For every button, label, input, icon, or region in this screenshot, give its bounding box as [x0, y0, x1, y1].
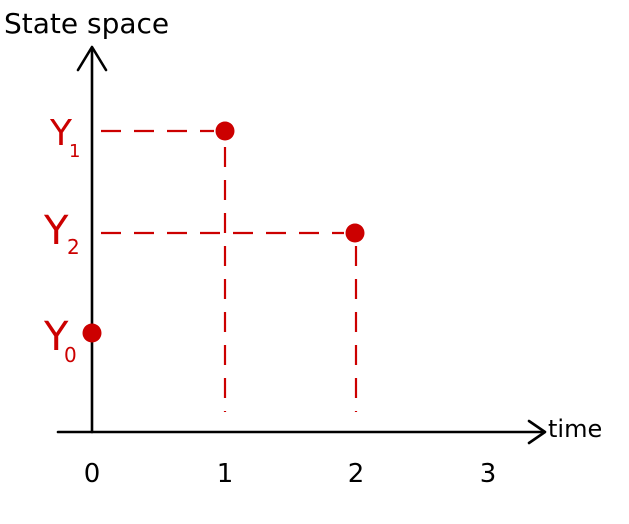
x-tick-label-2: 2 — [348, 459, 365, 489]
x-tick-label-1: 1 — [217, 459, 234, 489]
state-label-y2-sub: 2 — [67, 235, 80, 259]
point-y0-time0 — [82, 323, 102, 343]
x-axis-label: time — [548, 415, 602, 443]
x-axis-arrowhead — [527, 419, 547, 445]
y-axis-label: State space — [4, 7, 169, 40]
point-y1-time1 — [215, 121, 235, 141]
state-label-y1: Y 1 — [49, 113, 80, 162]
state-label-y1-sub: 1 — [69, 141, 80, 162]
state-label-y1-main: Y — [49, 113, 73, 154]
state-label-y2: Y 2 — [43, 208, 80, 259]
x-tick-label-3: 3 — [480, 459, 497, 489]
x-tick-label-0: 0 — [84, 459, 101, 489]
state-label-y2-main: Y — [43, 208, 69, 254]
state-label-y0-sub: 0 — [64, 343, 77, 367]
point-y2-time2 — [345, 223, 365, 243]
y-axis-arrowhead — [76, 45, 108, 72]
state-label-y0-main: Y — [43, 314, 69, 360]
state-label-y0: Y 0 — [43, 314, 77, 367]
